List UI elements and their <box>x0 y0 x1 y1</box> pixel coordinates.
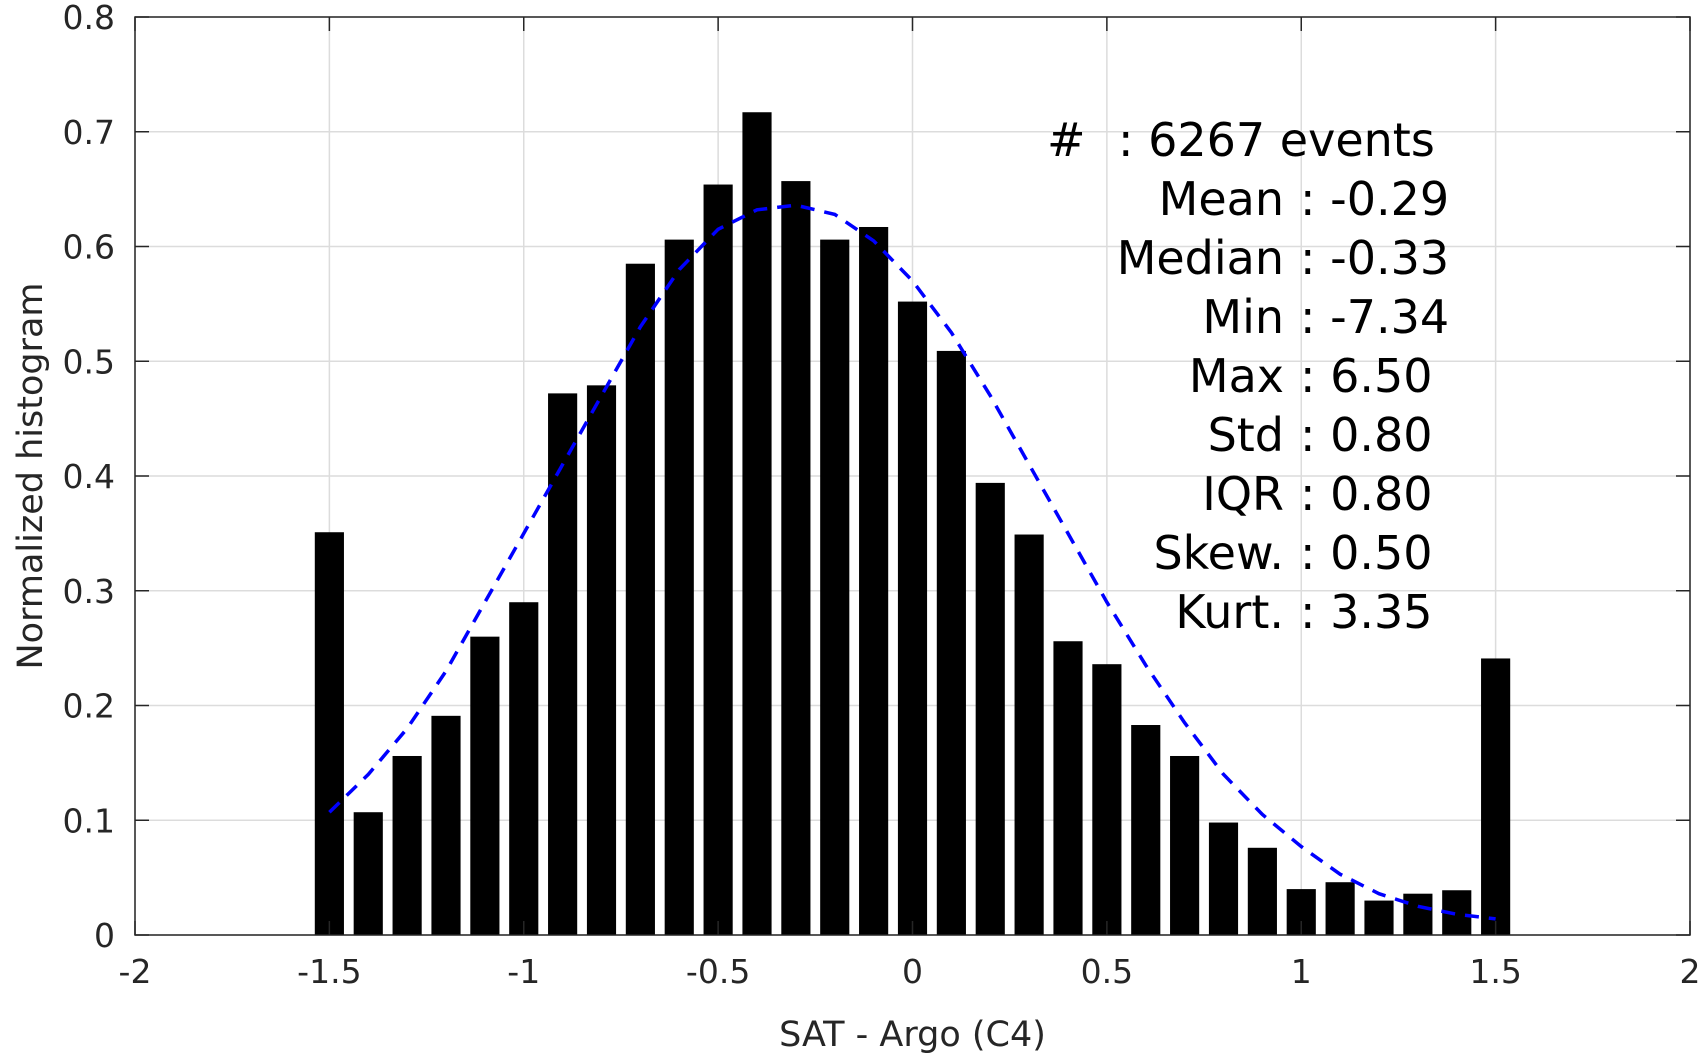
stat-label: Std <box>1208 408 1284 462</box>
x-tick-labels: -2 -1.5 -1 -0.5 0 0.5 1 1.5 2 <box>119 952 1701 991</box>
stat-row: Std : 0.80 <box>1208 408 1433 462</box>
stat-value: : -7.34 <box>1300 290 1449 344</box>
stat-row: # : 6267 events <box>1047 113 1435 167</box>
stat-label: Mean <box>1159 172 1284 226</box>
histogram-bar <box>625 263 655 935</box>
x-tick-label: 0 <box>902 952 923 991</box>
x-tick-label: 1.5 <box>1469 952 1521 991</box>
stat-row: Kurt. : 3.35 <box>1175 585 1432 639</box>
stat-value: : 0.80 <box>1300 467 1433 521</box>
stat-row: Max : 6.50 <box>1189 349 1433 403</box>
histogram-bar <box>1092 664 1122 935</box>
histogram-bar <box>1131 725 1161 935</box>
stat-label: IQR <box>1202 467 1284 521</box>
stat-value: : 6267 events <box>1118 113 1435 167</box>
histogram-bar <box>353 812 383 935</box>
stat-row: Median : -0.33 <box>1117 231 1449 285</box>
histogram-bar <box>1208 822 1239 935</box>
x-tick-label: 1 <box>1291 952 1312 991</box>
y-tick-label: 0 <box>94 916 115 955</box>
y-tick-labels: 0 0.1 0.2 0.3 0.4 0.5 0.6 0.7 0.8 <box>63 0 115 955</box>
histogram-bar <box>1325 882 1355 935</box>
stat-value: : 6.50 <box>1300 349 1433 403</box>
histogram-bar <box>314 532 344 935</box>
histogram-bar <box>548 393 578 935</box>
y-axis-label: Normalized histogram <box>11 282 51 669</box>
stat-value: : 0.50 <box>1300 526 1433 580</box>
stat-row: Skew. : 0.50 <box>1153 526 1432 580</box>
histogram-bar <box>509 602 539 935</box>
histogram-bar <box>1403 893 1433 935</box>
histogram-bar <box>431 715 461 935</box>
histogram-bar <box>664 239 694 936</box>
stat-value: : 0.80 <box>1300 408 1433 462</box>
stat-value: : 3.35 <box>1300 585 1433 639</box>
stat-label: Median <box>1117 231 1284 285</box>
bars <box>314 112 1511 936</box>
stat-value: : -0.33 <box>1300 231 1449 285</box>
histogram-bar <box>859 226 889 935</box>
x-axis-label: SAT - Argo (C4) <box>779 1015 1046 1055</box>
histogram-bar <box>1247 847 1277 935</box>
x-tick-label: 2 <box>1680 952 1701 991</box>
x-tick-label: -0.5 <box>686 952 750 991</box>
x-tick-label: -1.5 <box>297 952 361 991</box>
stat-row: Mean : -0.29 <box>1159 172 1449 226</box>
y-tick-label: 0.6 <box>63 228 115 267</box>
histogram-bar <box>781 181 811 935</box>
stat-label: Kurt. <box>1175 585 1284 639</box>
y-tick-label: 0.8 <box>63 0 115 37</box>
histogram-bar <box>470 636 500 935</box>
histogram-bar <box>392 755 422 935</box>
histogram-bar <box>1014 534 1044 935</box>
histogram-bar <box>1364 900 1394 935</box>
stat-row: IQR : 0.80 <box>1202 467 1432 521</box>
fit-curve <box>328 203 1496 921</box>
histogram-bar <box>586 385 617 935</box>
histogram-bar <box>897 301 928 936</box>
y-tick-label: 0.1 <box>63 801 115 840</box>
histogram-bar <box>1053 641 1083 935</box>
stat-label: Max <box>1189 349 1284 403</box>
histogram-bar <box>1481 658 1511 935</box>
x-tick-label: -1 <box>507 952 540 991</box>
stat-value: : -0.29 <box>1300 172 1449 226</box>
y-tick-label: 0.4 <box>63 457 115 496</box>
histogram-bar <box>703 184 733 935</box>
tick-marks <box>134 16 1691 936</box>
histogram-bar <box>936 350 966 935</box>
y-tick-label: 0.5 <box>63 342 115 381</box>
stat-label: # <box>1047 113 1086 167</box>
histogram-bar <box>1170 755 1200 935</box>
stat-label: Min <box>1202 290 1284 344</box>
x-tick-label: 0.5 <box>1081 952 1133 991</box>
stat-row: Min : -7.34 <box>1202 290 1449 344</box>
y-tick-label: 0.2 <box>63 687 115 726</box>
stat-label: Skew. <box>1153 526 1284 580</box>
y-tick-label: 0.3 <box>63 572 115 611</box>
x-tick-label: -2 <box>119 952 152 991</box>
histogram-bar <box>820 239 850 936</box>
histogram-bar <box>975 482 1005 935</box>
histogram-bar <box>742 112 772 936</box>
y-tick-label: 0.7 <box>63 113 115 152</box>
